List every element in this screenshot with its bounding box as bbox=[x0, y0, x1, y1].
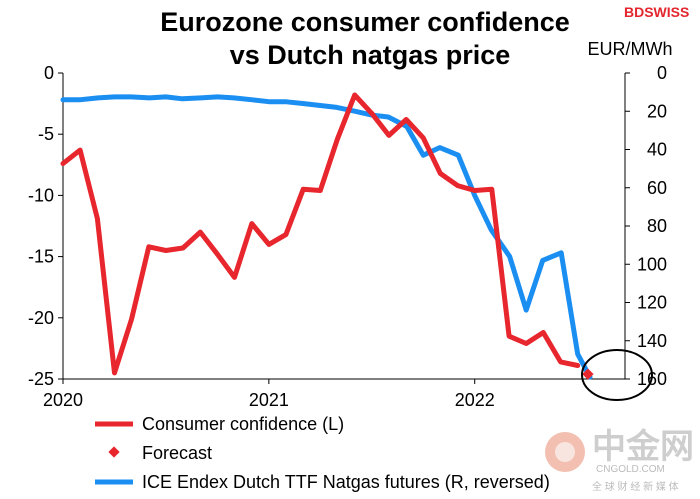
left-tick-label: -20 bbox=[28, 308, 54, 328]
x-tick-label: 2020 bbox=[43, 390, 83, 410]
brand-logo-text: BDSWISS bbox=[624, 4, 689, 20]
forecast-point bbox=[582, 368, 594, 380]
highlight-circle bbox=[581, 349, 653, 401]
right-tick-label: 80 bbox=[647, 216, 667, 236]
right-tick-label: 0 bbox=[657, 63, 667, 83]
right-tick-label: 60 bbox=[647, 178, 667, 198]
left-tick-label: -10 bbox=[28, 185, 54, 205]
brand-logo: BDSWISS bbox=[624, 4, 689, 20]
right-tick-label: 140 bbox=[637, 331, 667, 351]
right-tick-label: 20 bbox=[647, 101, 667, 121]
chart-title-line-1: Eurozone consumer confidence bbox=[160, 7, 570, 37]
x-tick-label: 2021 bbox=[249, 390, 289, 410]
legend-label-ttf-natgas: ICE Endex Dutch TTF Natgas futures (R, r… bbox=[142, 472, 550, 492]
watermark: 中金网 CNGOLD.COM 全 球 财 经 新 媒 体 bbox=[545, 427, 694, 493]
series-line-consumer-confidence bbox=[60, 92, 581, 376]
left-tick-label: -15 bbox=[28, 247, 54, 267]
left-tick-label: -5 bbox=[38, 124, 54, 144]
watermark-tagline-text: 全 球 财 经 新 媒 体 bbox=[592, 480, 679, 493]
watermark-sub-text: CNGOLD.COM bbox=[596, 464, 665, 475]
watermark-logo-inner-icon bbox=[555, 442, 575, 462]
watermark-main-text: 中金网 bbox=[592, 427, 694, 466]
series-layer bbox=[60, 92, 594, 380]
x-tick-label: 2022 bbox=[455, 390, 495, 410]
right-tick-label: 120 bbox=[637, 293, 667, 313]
legend-item-consumer-confidence: Consumer confidence (L) bbox=[95, 414, 344, 434]
series-line-ttf-natgas bbox=[60, 94, 593, 380]
legend-item-forecast: Forecast bbox=[108, 443, 212, 463]
legend-item-ttf-natgas: ICE Endex Dutch TTF Natgas futures (R, r… bbox=[95, 472, 550, 492]
legend-swatch-forecast bbox=[108, 446, 120, 458]
right-tick-label: 40 bbox=[647, 140, 667, 160]
legend-label-forecast: Forecast bbox=[142, 443, 212, 463]
left-tick-label: -25 bbox=[28, 369, 54, 389]
right-axis-unit: EUR/MWh bbox=[588, 39, 673, 59]
legend: Consumer confidence (L) Forecast ICE End… bbox=[95, 414, 550, 492]
chart-title-line-2: vs Dutch natgas price bbox=[230, 40, 511, 70]
left-tick-label: 0 bbox=[44, 63, 54, 83]
legend-label-consumer-confidence: Consumer confidence (L) bbox=[142, 414, 344, 434]
right-tick-label: 100 bbox=[637, 254, 667, 274]
